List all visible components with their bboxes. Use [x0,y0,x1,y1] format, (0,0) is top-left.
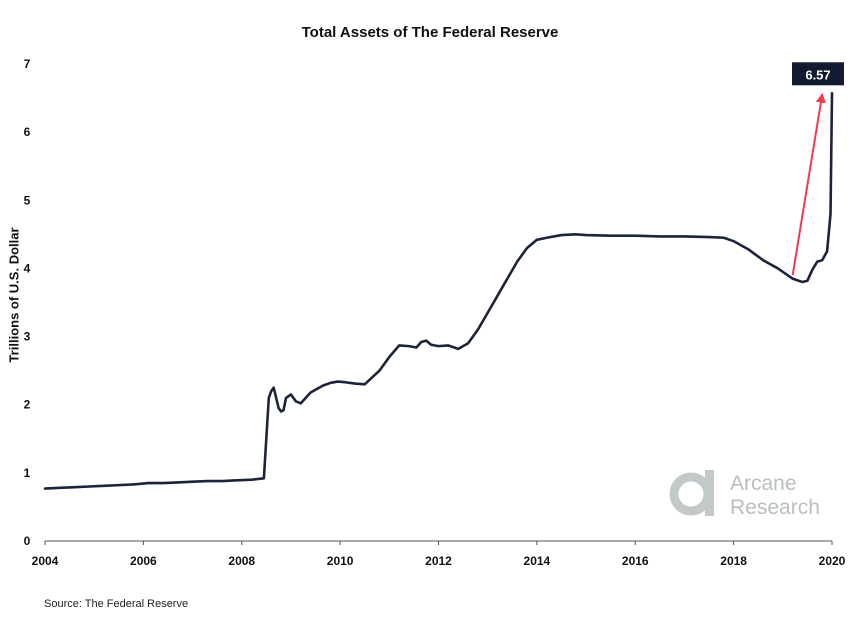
value-callout-box [792,62,844,86]
x-tick-label: 2012 [425,554,452,568]
x-tick-label: 2006 [130,554,157,568]
watermark-text-line2: Research [730,496,820,519]
y-tick-label: 1 [24,466,31,480]
y-tick-label: 5 [24,193,31,207]
watermark-bar-icon [705,470,714,516]
y-tick-label: 2 [24,398,31,412]
y-tick-label: 7 [24,57,31,71]
source-note: Source: The Federal Reserve [44,598,189,610]
x-tick-label: 2020 [819,554,846,568]
watermark-logo: Arcane Research [669,470,820,519]
x-tick-label: 2018 [720,554,747,568]
series-line [43,92,834,490]
x-tick-label: 2010 [327,554,354,568]
x-tick-label: 2014 [524,554,551,568]
y-tick-label: 3 [24,330,31,344]
x-tick-label: 2008 [228,554,255,568]
watermark-ring-icon [669,472,713,516]
value-callout: 6.57 [792,62,844,86]
y-tick-label: 4 [24,261,31,275]
x-tick-label: 2004 [32,554,59,568]
chart-title: Total Assets of The Federal Reserve [301,24,559,41]
x-tick-label: 2016 [622,554,649,568]
watermark-text-line1: Arcane [730,472,797,495]
y-tick-label: 6 [24,125,31,139]
annotation-arrow [791,92,826,276]
value-callout-label: 6.57 [805,67,830,82]
y-tick-label: 0 [24,534,31,548]
